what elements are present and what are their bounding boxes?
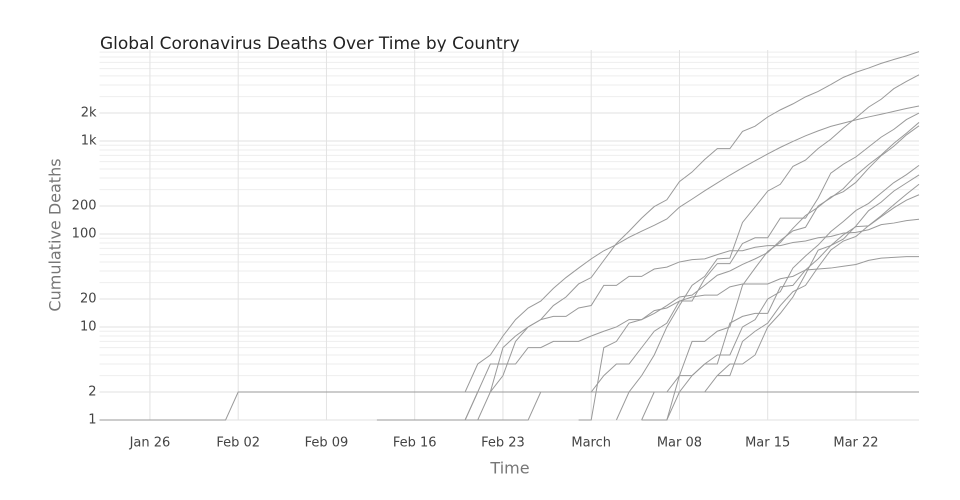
series-line xyxy=(641,194,920,421)
y-tick-label: 100 xyxy=(72,226,97,241)
y-tick-label: 1 xyxy=(88,413,96,428)
series-line xyxy=(716,174,920,376)
x-tick-label: Mar 22 xyxy=(833,436,878,451)
x-tick-label: March xyxy=(571,436,611,451)
y-tick-label: 2 xyxy=(88,384,96,399)
y-tick-label: 200 xyxy=(72,198,97,213)
series-line xyxy=(452,105,920,393)
x-tick-label: Mar 08 xyxy=(657,436,702,451)
series-line xyxy=(376,256,919,421)
series-line xyxy=(464,218,920,421)
y-tick-label: 1k xyxy=(81,133,97,148)
x-tick-label: Feb 16 xyxy=(393,436,437,451)
x-axis-title: Time xyxy=(489,459,529,478)
series-line xyxy=(641,125,920,421)
y-tick-label: 20 xyxy=(80,291,97,306)
series-line xyxy=(615,74,920,421)
series-line xyxy=(578,122,920,421)
series-line xyxy=(402,112,920,421)
y-tick-label: 10 xyxy=(80,319,97,334)
y-tick-label: 2k xyxy=(81,105,97,120)
x-tick-label: Feb 23 xyxy=(481,436,525,451)
x-tick-label: Mar 15 xyxy=(745,436,790,451)
series-line xyxy=(692,183,920,393)
series-line xyxy=(477,51,920,421)
x-tick-label: Jan 26 xyxy=(129,436,171,451)
y-axis-title: Cumulative Deaths xyxy=(46,158,65,311)
x-tick-label: Feb 02 xyxy=(216,436,260,451)
series-line xyxy=(99,391,919,421)
chart-title: Global Coronavirus Deaths Over Time by C… xyxy=(100,34,520,54)
x-tick-label: Feb 09 xyxy=(305,436,349,451)
